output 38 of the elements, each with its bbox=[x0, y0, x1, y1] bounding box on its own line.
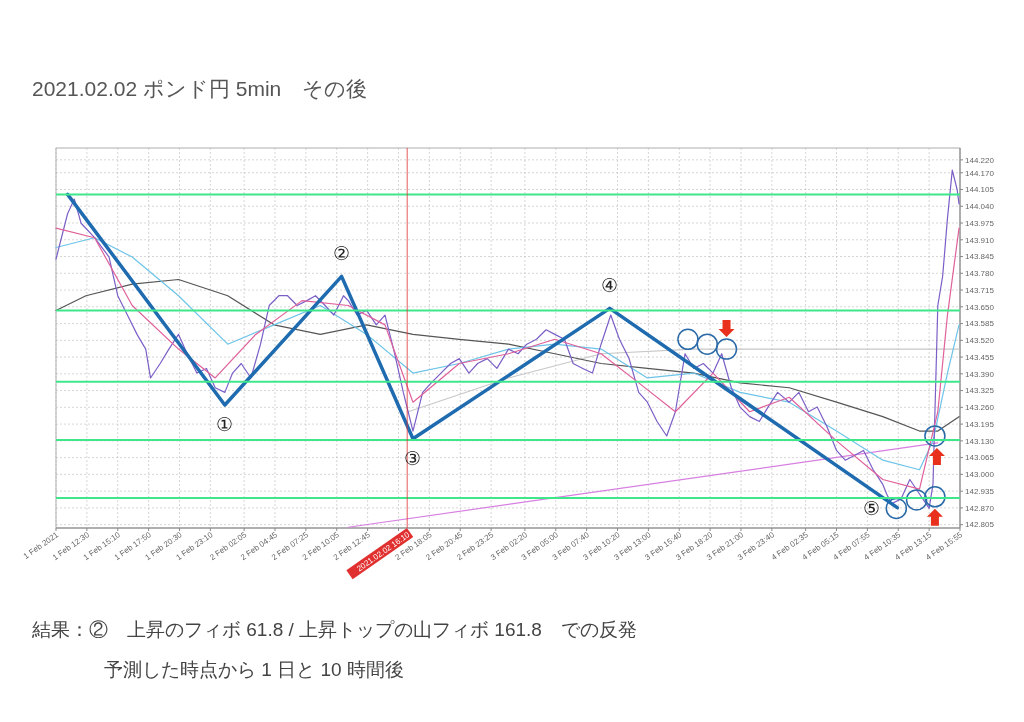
text: 予測した時点から 1 日と 10 時間後 bbox=[104, 659, 404, 680]
point bbox=[715, 338, 738, 360]
y-tick-label: 143.130 bbox=[965, 436, 995, 446]
y-tick-label: 144.170 bbox=[965, 168, 995, 178]
y-tick-label: 143.715 bbox=[965, 285, 995, 295]
y-tick-label: 142.870 bbox=[965, 503, 995, 513]
chart-title: 2021.02.02 ポンド円 5min その後 bbox=[32, 77, 368, 100]
text: 結果：② 上昇のフィボ 61.8 / 上昇トップの山フィボ 161.8 での反発 bbox=[31, 619, 637, 640]
y-tick-label: 144.040 bbox=[965, 202, 995, 212]
y-tick-label: 143.520 bbox=[965, 336, 995, 346]
point bbox=[905, 489, 928, 511]
y-tick-label: 143.390 bbox=[965, 369, 995, 379]
point bbox=[885, 497, 908, 520]
annotation: ③ bbox=[404, 447, 422, 469]
y-tick-label: 143.975 bbox=[965, 218, 995, 228]
annotation: ① bbox=[216, 414, 234, 436]
y-tick-label: 142.935 bbox=[965, 486, 995, 496]
y-tick-label: 143.195 bbox=[965, 419, 995, 429]
annotation: ④ bbox=[601, 275, 619, 297]
point bbox=[677, 328, 699, 351]
y-tick-label: 144.220 bbox=[965, 155, 995, 165]
y-tick-label: 144.105 bbox=[965, 185, 995, 195]
y-tick-label: 143.325 bbox=[965, 386, 995, 396]
point bbox=[924, 425, 946, 447]
point bbox=[924, 486, 946, 508]
y-tick-label: 143.910 bbox=[965, 235, 995, 245]
annotation: ⑤ bbox=[862, 497, 880, 519]
y-tick-label: 143.650 bbox=[965, 302, 995, 312]
y-tick-label: 143.065 bbox=[965, 453, 995, 463]
annotation: ② bbox=[333, 243, 351, 265]
y-tick-label: 143.845 bbox=[965, 252, 995, 262]
y-tick-label: 143.585 bbox=[965, 319, 995, 329]
point bbox=[696, 333, 718, 355]
y-tick-label: 143.000 bbox=[965, 470, 995, 480]
y-tick-label: 143.455 bbox=[965, 352, 995, 362]
y-tick-label: 142.805 bbox=[965, 520, 995, 530]
y-tick-label: 143.780 bbox=[965, 269, 995, 279]
y-tick-label: 143.260 bbox=[965, 403, 995, 413]
